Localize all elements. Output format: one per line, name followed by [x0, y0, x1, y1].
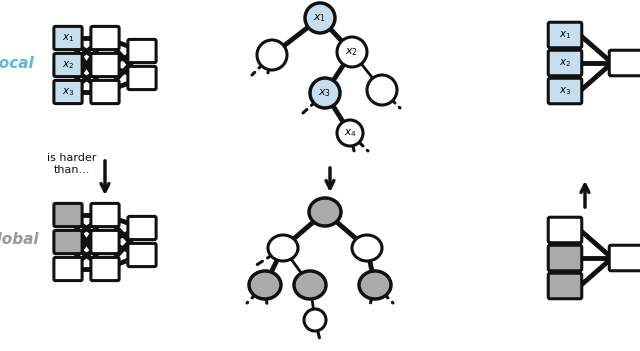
- FancyBboxPatch shape: [91, 80, 119, 104]
- FancyBboxPatch shape: [548, 245, 582, 271]
- FancyBboxPatch shape: [128, 66, 156, 90]
- Text: $x_1$: $x_1$: [62, 33, 74, 44]
- Text: $x_3$: $x_3$: [559, 86, 572, 97]
- Text: Global: Global: [0, 232, 39, 247]
- Text: $x_2$: $x_2$: [346, 47, 358, 58]
- FancyBboxPatch shape: [609, 245, 640, 271]
- FancyBboxPatch shape: [91, 26, 119, 49]
- FancyBboxPatch shape: [128, 243, 156, 267]
- FancyBboxPatch shape: [128, 39, 156, 62]
- Text: $x_2$: $x_2$: [62, 60, 74, 71]
- Text: $x_3$: $x_3$: [319, 88, 332, 99]
- Ellipse shape: [268, 235, 298, 261]
- Text: $x_3$: $x_3$: [62, 87, 74, 98]
- FancyBboxPatch shape: [91, 53, 119, 77]
- FancyBboxPatch shape: [91, 257, 119, 280]
- FancyBboxPatch shape: [91, 203, 119, 227]
- FancyBboxPatch shape: [609, 50, 640, 76]
- Text: is harder: is harder: [47, 153, 97, 163]
- FancyBboxPatch shape: [54, 80, 82, 104]
- FancyBboxPatch shape: [54, 230, 82, 254]
- FancyBboxPatch shape: [128, 217, 156, 240]
- FancyBboxPatch shape: [548, 78, 582, 104]
- Circle shape: [304, 309, 326, 331]
- Ellipse shape: [359, 271, 391, 299]
- FancyBboxPatch shape: [54, 203, 82, 227]
- FancyBboxPatch shape: [548, 217, 582, 243]
- Ellipse shape: [249, 271, 281, 299]
- Circle shape: [337, 120, 363, 146]
- Ellipse shape: [352, 235, 382, 261]
- Text: Local: Local: [0, 55, 35, 71]
- Text: than...: than...: [54, 165, 90, 175]
- Circle shape: [257, 40, 287, 70]
- FancyBboxPatch shape: [548, 22, 582, 48]
- FancyBboxPatch shape: [548, 50, 582, 76]
- Circle shape: [305, 3, 335, 33]
- FancyBboxPatch shape: [91, 230, 119, 254]
- Ellipse shape: [309, 198, 341, 226]
- FancyBboxPatch shape: [54, 257, 82, 280]
- Text: $x_2$: $x_2$: [559, 58, 571, 69]
- Circle shape: [367, 75, 397, 105]
- Text: $x_1$: $x_1$: [314, 13, 326, 25]
- Text: $x_1$: $x_1$: [559, 29, 571, 41]
- Text: $x_4$: $x_4$: [344, 128, 356, 139]
- FancyBboxPatch shape: [548, 273, 582, 299]
- FancyBboxPatch shape: [54, 53, 82, 77]
- Ellipse shape: [294, 271, 326, 299]
- Circle shape: [337, 37, 367, 67]
- Circle shape: [310, 78, 340, 108]
- FancyBboxPatch shape: [54, 26, 82, 49]
